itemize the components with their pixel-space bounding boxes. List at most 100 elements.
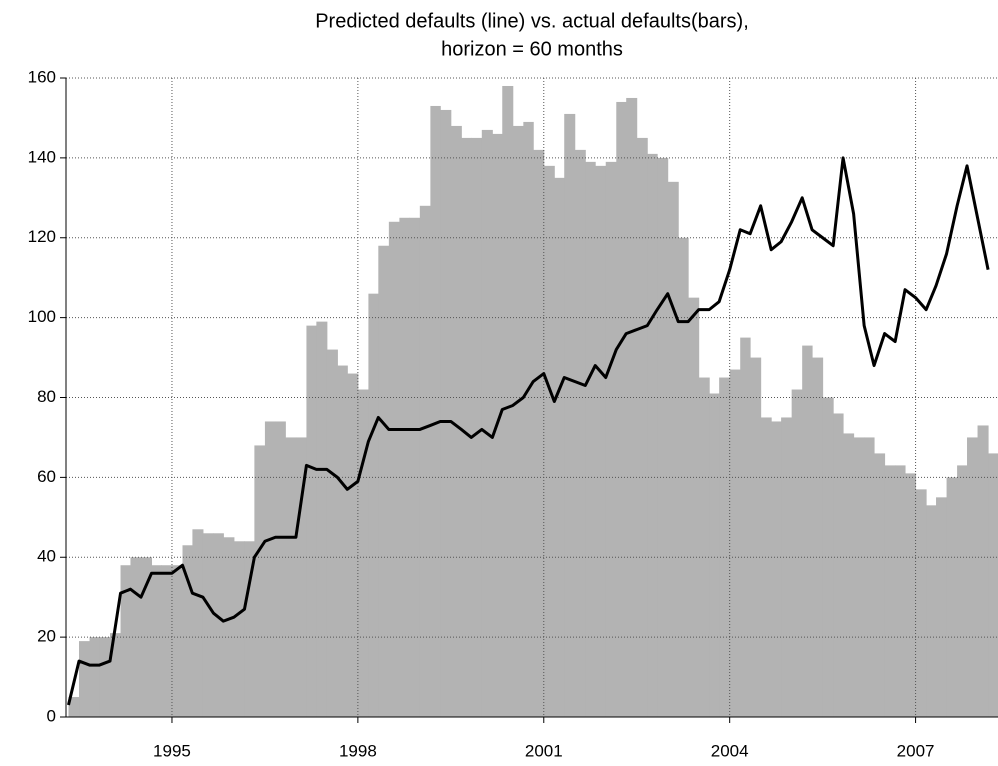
y-tick-label: 100 bbox=[28, 307, 56, 326]
bar bbox=[884, 465, 896, 717]
bar bbox=[833, 413, 844, 717]
bar bbox=[719, 377, 731, 717]
y-tick-label: 160 bbox=[28, 67, 56, 86]
bar bbox=[306, 325, 317, 717]
bar bbox=[223, 537, 235, 717]
bar bbox=[171, 565, 183, 717]
x-tick-label: 1995 bbox=[153, 741, 191, 760]
bar bbox=[368, 293, 379, 717]
bar bbox=[254, 445, 266, 717]
chart-title: horizon = 60 months bbox=[441, 38, 623, 60]
bar bbox=[895, 465, 906, 717]
bar bbox=[574, 149, 586, 717]
y-tick-label: 120 bbox=[28, 227, 56, 246]
bar bbox=[957, 465, 968, 717]
bar bbox=[68, 697, 80, 717]
bar bbox=[564, 113, 576, 718]
bar bbox=[316, 321, 328, 717]
bar bbox=[988, 453, 998, 717]
bar bbox=[533, 149, 545, 717]
bar bbox=[109, 633, 122, 717]
bar bbox=[874, 453, 886, 717]
bar bbox=[678, 237, 689, 717]
bar bbox=[967, 437, 979, 717]
bar bbox=[285, 437, 297, 717]
bar bbox=[182, 545, 193, 717]
y-tick-label: 60 bbox=[37, 467, 56, 486]
bar bbox=[647, 153, 658, 718]
bar bbox=[843, 433, 855, 717]
bar bbox=[337, 365, 348, 717]
bar bbox=[698, 377, 710, 717]
bar bbox=[120, 565, 131, 717]
bar bbox=[419, 205, 431, 718]
bar bbox=[388, 221, 400, 717]
bar bbox=[936, 497, 948, 717]
bar bbox=[99, 637, 111, 717]
bar bbox=[140, 557, 153, 717]
bar bbox=[450, 125, 462, 718]
bar bbox=[595, 165, 607, 718]
bar bbox=[853, 437, 865, 717]
bar bbox=[202, 533, 214, 717]
bar bbox=[233, 541, 245, 717]
bar bbox=[740, 337, 751, 717]
bar bbox=[347, 373, 359, 717]
bar bbox=[760, 417, 772, 717]
bar bbox=[326, 349, 338, 717]
x-tick-label: 1998 bbox=[339, 741, 377, 760]
bar bbox=[688, 297, 700, 717]
bar bbox=[461, 137, 472, 717]
bar bbox=[357, 389, 369, 717]
bar bbox=[667, 181, 679, 717]
bar bbox=[89, 637, 100, 717]
bar bbox=[905, 473, 917, 717]
bar bbox=[636, 137, 648, 717]
y-tick-label: 140 bbox=[28, 147, 56, 166]
bar bbox=[802, 345, 813, 717]
bar bbox=[264, 421, 276, 717]
x-tick-label: 2001 bbox=[525, 741, 563, 760]
x-tick-label: 2004 bbox=[711, 741, 749, 760]
chart-title: Predicted defaults (line) vs. actual def… bbox=[315, 10, 749, 32]
bar bbox=[161, 565, 173, 717]
x-tick-label: 2007 bbox=[897, 741, 935, 760]
bar bbox=[192, 529, 204, 717]
bar bbox=[791, 389, 803, 717]
bar bbox=[915, 489, 927, 717]
bar bbox=[771, 421, 782, 717]
bar bbox=[440, 109, 452, 717]
bar bbox=[585, 161, 596, 717]
bar bbox=[750, 357, 762, 717]
bar bbox=[864, 437, 875, 717]
bar bbox=[512, 125, 524, 718]
bar bbox=[378, 245, 390, 718]
bar bbox=[946, 477, 958, 717]
bar bbox=[399, 217, 410, 717]
bar bbox=[926, 505, 937, 717]
bar bbox=[430, 105, 441, 718]
y-tick-label: 0 bbox=[47, 706, 56, 725]
bar bbox=[977, 425, 989, 717]
bar bbox=[729, 369, 741, 717]
bar bbox=[523, 121, 534, 717]
bar bbox=[657, 157, 669, 717]
bar bbox=[812, 357, 824, 717]
bar bbox=[275, 421, 286, 717]
bar bbox=[543, 165, 555, 718]
bar bbox=[626, 97, 638, 717]
bar bbox=[409, 217, 421, 717]
y-tick-label: 40 bbox=[37, 547, 56, 566]
bar bbox=[151, 565, 162, 717]
bar bbox=[295, 437, 307, 717]
bar bbox=[554, 177, 565, 717]
bar bbox=[471, 137, 483, 717]
y-tick-label: 20 bbox=[37, 627, 56, 646]
bar bbox=[79, 641, 91, 717]
line bbox=[67, 156, 990, 706]
bar bbox=[605, 161, 617, 717]
bar bbox=[481, 129, 493, 717]
bar bbox=[244, 541, 255, 717]
bar bbox=[616, 101, 627, 717]
